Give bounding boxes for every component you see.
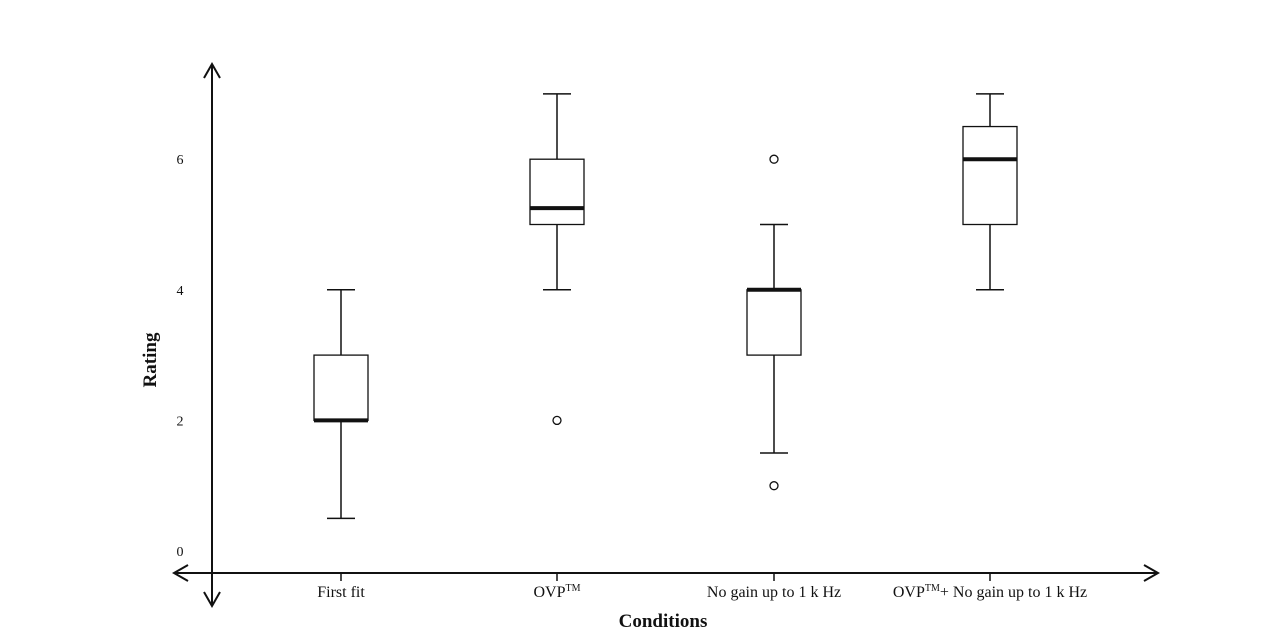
y-axis-arrow-bottom (203, 591, 221, 609)
category-label-text: No gain up to 1 k Hz (707, 584, 841, 601)
category-label-suffix: + No gain up to 1 k Hz (940, 584, 1087, 601)
box-plot-1 (313, 289, 369, 520)
box-plot-2 (529, 93, 585, 426)
y-axis-title: Rating (140, 332, 161, 387)
category-label-superscript: TM (925, 583, 940, 594)
y-tick-label: 0 (177, 545, 184, 560)
category-label-superscript: TM (566, 583, 581, 594)
iqr-box (746, 289, 802, 356)
category-label-text: First fit (317, 584, 365, 601)
x-category-labels: First fit OVPTM No gain up to 1 k Hz OVPTM+… (317, 573, 1087, 601)
y-tick-label: 2 (177, 414, 184, 429)
box-plot-4 (962, 93, 1018, 291)
box-plot-3 (746, 154, 802, 491)
x-category-label: OVPTM (533, 583, 580, 601)
outlier-point (769, 481, 779, 491)
x-axis-title: Conditions (619, 611, 708, 632)
category-label-text: OVP (533, 584, 565, 601)
x-category-label: OVPTM+ No gain up to 1 k Hz (893, 583, 1087, 601)
y-axis-arrow-top (203, 61, 221, 79)
iqr-box (529, 158, 585, 226)
iqr-box (962, 125, 1018, 226)
boxes (313, 93, 1018, 520)
x-axis-arrow-right (1143, 564, 1161, 582)
x-category-label: No gain up to 1 k Hz (707, 584, 841, 601)
outlier-point (769, 154, 779, 164)
iqr-box (313, 354, 369, 422)
x-category-label: First fit (317, 584, 365, 601)
outlier-point (552, 415, 562, 426)
y-tick-label: 6 (177, 153, 184, 168)
y-tick-labels: 0 2 4 6 (177, 153, 184, 560)
y-tick-label: 4 (177, 284, 184, 299)
x-axis-arrow-left (171, 564, 189, 582)
axes (171, 61, 1161, 609)
category-label-text: OVP (893, 584, 925, 601)
